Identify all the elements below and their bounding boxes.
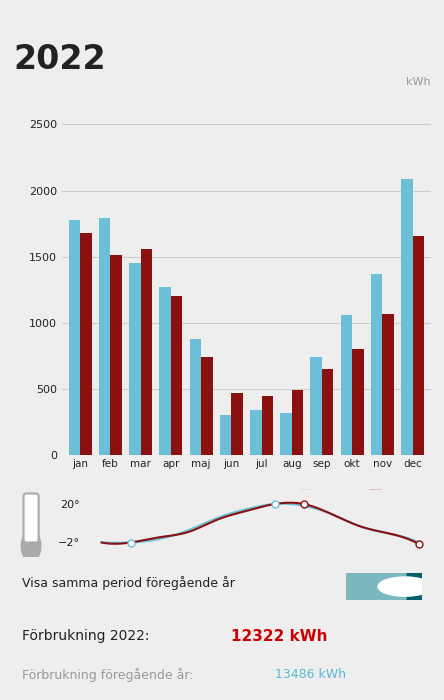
Bar xyxy=(262,395,273,455)
Bar xyxy=(220,415,231,455)
Text: 2022: 2022 xyxy=(13,43,106,76)
Circle shape xyxy=(21,531,41,561)
Bar xyxy=(322,369,333,455)
Bar xyxy=(201,357,213,455)
Bar xyxy=(382,314,394,455)
Bar xyxy=(371,274,382,455)
Text: 12322 kWh: 12322 kWh xyxy=(231,629,327,644)
Bar xyxy=(341,315,352,455)
Bar xyxy=(159,287,171,455)
Bar xyxy=(412,235,424,455)
Bar xyxy=(280,413,292,455)
Bar xyxy=(352,349,364,455)
Text: Förbrukning föregående år:: Förbrukning föregående år: xyxy=(22,668,194,682)
Bar xyxy=(141,248,152,455)
Bar xyxy=(250,410,262,455)
Bar xyxy=(401,178,412,455)
Bar xyxy=(80,233,92,455)
Bar xyxy=(231,393,243,455)
Text: Förbrukning 2022:: Förbrukning 2022: xyxy=(22,629,150,643)
FancyBboxPatch shape xyxy=(327,568,407,606)
Circle shape xyxy=(378,577,432,596)
Text: kWh: kWh xyxy=(406,77,431,88)
Bar xyxy=(292,390,303,455)
Text: 13486 kWh: 13486 kWh xyxy=(275,668,346,681)
Text: Visa samma period föregående år: Visa samma period föregående år xyxy=(22,576,234,589)
Bar xyxy=(171,296,182,455)
Bar xyxy=(310,357,322,455)
FancyBboxPatch shape xyxy=(24,494,39,542)
Bar xyxy=(111,256,122,455)
Legend: 2021, 2022: 2021, 2022 xyxy=(295,484,428,508)
Bar xyxy=(69,220,80,455)
Bar xyxy=(129,263,141,455)
Bar xyxy=(99,218,111,455)
Bar xyxy=(190,339,201,455)
FancyBboxPatch shape xyxy=(327,568,440,606)
